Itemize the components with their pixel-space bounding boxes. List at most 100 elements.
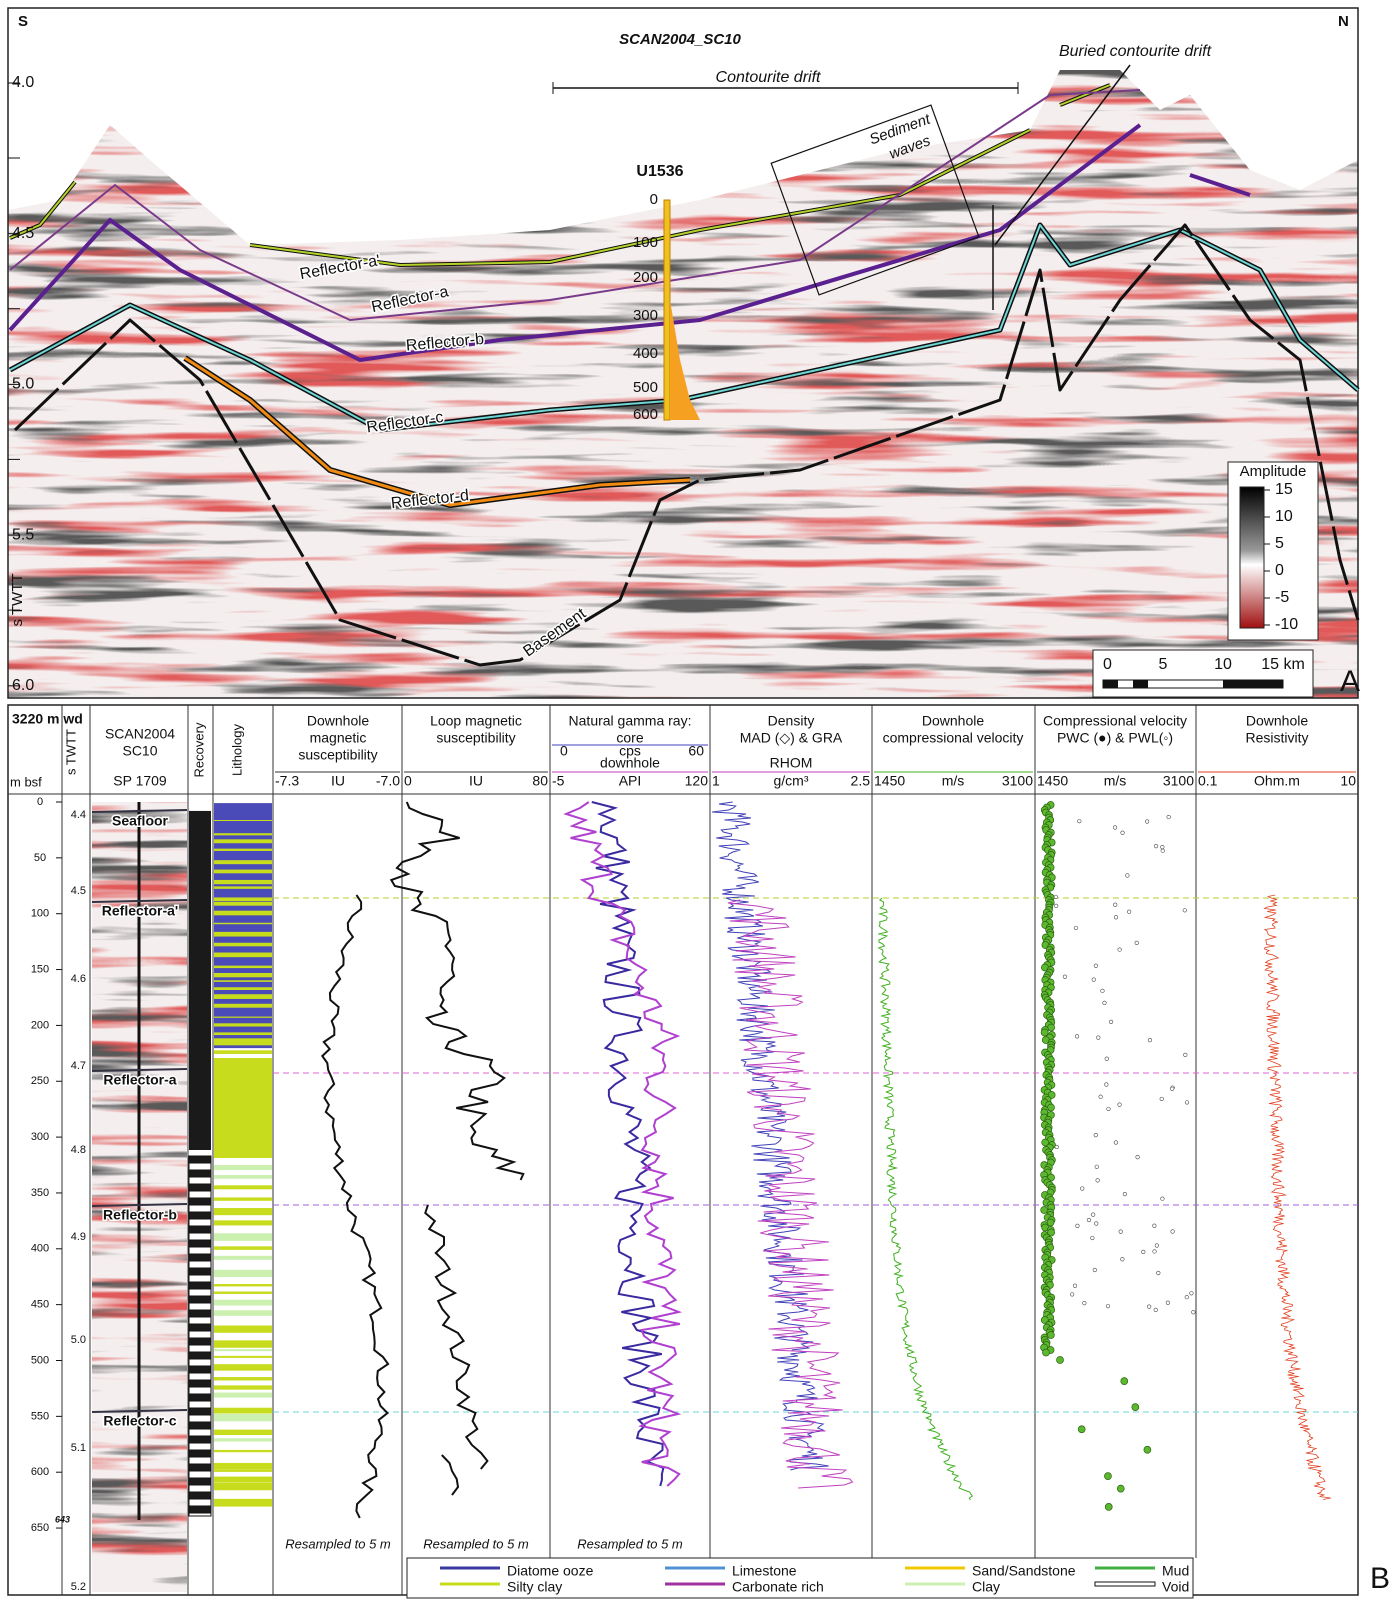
- lithology-band: [214, 1032, 272, 1036]
- lithology-band: [214, 1429, 272, 1436]
- depth-tick-label: 0: [37, 796, 43, 808]
- recovery-core: [188, 1365, 212, 1374]
- seismic-header: SC10: [122, 743, 157, 759]
- pwl-point: [1184, 1100, 1190, 1105]
- horizon-marker: [91, 1203, 188, 1207]
- lithology-band: [214, 839, 272, 844]
- pwl-point: [1108, 1019, 1114, 1024]
- track-scale-unit: API: [619, 773, 642, 789]
- recovery-core: [188, 1379, 212, 1388]
- recovery-core: [188, 1295, 212, 1304]
- pwl-point: [1120, 1257, 1125, 1262]
- depth-label: m bsf: [10, 774, 42, 789]
- sediment-waves-box: [770, 104, 980, 296]
- pwl-point: [1094, 1221, 1099, 1226]
- twtt-tick-label: 5.2: [71, 1581, 86, 1593]
- scale-bar: [1102, 679, 1284, 689]
- track-frames: [8, 705, 1358, 1595]
- track-title: susceptibility: [436, 730, 515, 746]
- pwl-point: [1072, 1283, 1078, 1288]
- y-tick-label: 4.5: [12, 225, 34, 242]
- amplitude-colorbar: [1239, 486, 1265, 629]
- lithology-band: [214, 1269, 272, 1278]
- pwl-point: [1094, 1164, 1099, 1169]
- track-title: magnetic: [310, 730, 367, 746]
- total-depth: 643: [55, 1514, 70, 1524]
- pwl-point: [1159, 1096, 1164, 1102]
- pwl-point: [1096, 1035, 1101, 1040]
- depth-tick-label: 50: [34, 852, 46, 864]
- depth-tick-label: 650: [31, 1522, 49, 1534]
- pwl-point: [1100, 988, 1105, 993]
- recovery-core: [188, 1351, 212, 1360]
- colorbar-label: -10: [1275, 616, 1298, 633]
- pwl-point: [1125, 873, 1130, 878]
- legend-label: Diatome ooze: [507, 1563, 594, 1579]
- lithology-band: [214, 1165, 272, 1171]
- recovery-core: [188, 1169, 212, 1178]
- horizon-label: Reflector-c: [103, 1413, 176, 1429]
- depth-tick-label: 250: [31, 1075, 49, 1087]
- resample-note: Resampled to 5 m: [285, 1536, 391, 1551]
- lithology-band: [214, 1407, 272, 1414]
- pwl-point: [1156, 1270, 1161, 1276]
- track-subtitle: RHOM: [770, 755, 813, 771]
- pwl-point: [1054, 1144, 1059, 1150]
- pwl-point: [1082, 1301, 1087, 1306]
- track-title: PWC (●) & PWL(◦): [1057, 730, 1173, 746]
- recovery-core: [188, 1407, 212, 1416]
- depth-tick-label: 100: [31, 908, 49, 920]
- pwc-point: [1104, 1472, 1112, 1480]
- pwl-point: [1183, 1052, 1188, 1057]
- pwc-point: [1047, 1228, 1056, 1237]
- lithology-band: [214, 1438, 272, 1442]
- pwl-point: [1191, 1310, 1196, 1315]
- depth-tick-label: 200: [31, 1019, 49, 1031]
- lithology-band: [214, 1377, 272, 1381]
- recovery-core: [188, 1281, 212, 1290]
- pwl-point: [1074, 1034, 1080, 1039]
- resample-note: Resampled to 5 m: [423, 1536, 529, 1551]
- track-scale-unit: IU: [331, 773, 345, 789]
- track-title: Loop magnetic: [430, 713, 522, 729]
- pwc-point: [1056, 1356, 1064, 1364]
- pwl-point: [1153, 844, 1159, 849]
- scale-bar-label: 5: [1159, 656, 1168, 673]
- lithology-band: [214, 901, 272, 906]
- site-depth-label: 500: [633, 379, 658, 396]
- lithology-band: [214, 1042, 272, 1046]
- track-scale-min: 1450: [874, 773, 905, 789]
- y-tick-label: 6.0: [12, 677, 34, 694]
- reflector-lines: [8, 83, 1360, 667]
- lithology-band: [214, 1476, 272, 1483]
- pwl-point: [1102, 1000, 1107, 1005]
- depth-tick-label: 450: [31, 1299, 49, 1311]
- horizon-label: Reflector-b: [103, 1207, 177, 1223]
- reflector-a-prime-line: [249, 84, 1111, 266]
- depth-tick-label: 400: [31, 1243, 49, 1255]
- recovery-core: [188, 1449, 212, 1458]
- track-scale-max: 10: [1340, 773, 1356, 789]
- scale-bar-segment: [1133, 680, 1148, 688]
- track-scale-max: 2.5: [851, 773, 871, 789]
- track-scale-unit: Ohm.m: [1254, 773, 1300, 789]
- pwl-point: [1092, 1267, 1097, 1273]
- pwl-point: [1080, 1186, 1085, 1191]
- buried-drift-label: Buried contourite drift: [1059, 43, 1212, 60]
- seismic-header: SP 1709: [113, 773, 167, 789]
- y-tick-label: 4.0: [12, 74, 34, 91]
- track-scale-min: -5: [552, 773, 565, 789]
- lithology-band: [214, 1299, 272, 1306]
- pwc-point: [1143, 1445, 1152, 1454]
- depth-tick-label: 150: [31, 963, 49, 975]
- reflector-d-line: [184, 356, 691, 507]
- reflector-a-line: [9, 89, 1141, 321]
- lithology-band: [214, 833, 272, 836]
- pwl-point: [1098, 1094, 1103, 1099]
- site-depth-label: 200: [633, 269, 658, 286]
- legend-label: Sand/Sandstone: [972, 1563, 1076, 1579]
- scale-bar-segment: [1223, 680, 1283, 688]
- depth-tick-label: 550: [31, 1410, 49, 1422]
- legend-swatch: [1094, 1581, 1156, 1587]
- track-scale-unit: IU: [469, 773, 483, 789]
